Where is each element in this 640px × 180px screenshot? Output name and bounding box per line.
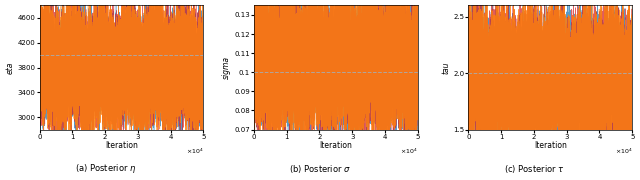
X-axis label: Iteration: Iteration <box>319 141 352 150</box>
X-axis label: Iteration: Iteration <box>534 141 567 150</box>
Text: $\times10^4$: $\times10^4$ <box>400 147 418 156</box>
Text: $\times10^4$: $\times10^4$ <box>614 147 632 156</box>
Y-axis label: sigma: sigma <box>222 56 231 79</box>
Text: (b) Posterior $\sigma$: (b) Posterior $\sigma$ <box>289 163 351 175</box>
X-axis label: Iteration: Iteration <box>105 141 138 150</box>
Text: $\times10^4$: $\times10^4$ <box>186 147 204 156</box>
Text: (a) Posterior $\eta$: (a) Posterior $\eta$ <box>75 162 136 175</box>
Y-axis label: tau: tau <box>442 61 451 74</box>
Text: (c) Posterior $\tau$: (c) Posterior $\tau$ <box>504 163 565 175</box>
Y-axis label: eta: eta <box>6 61 15 74</box>
